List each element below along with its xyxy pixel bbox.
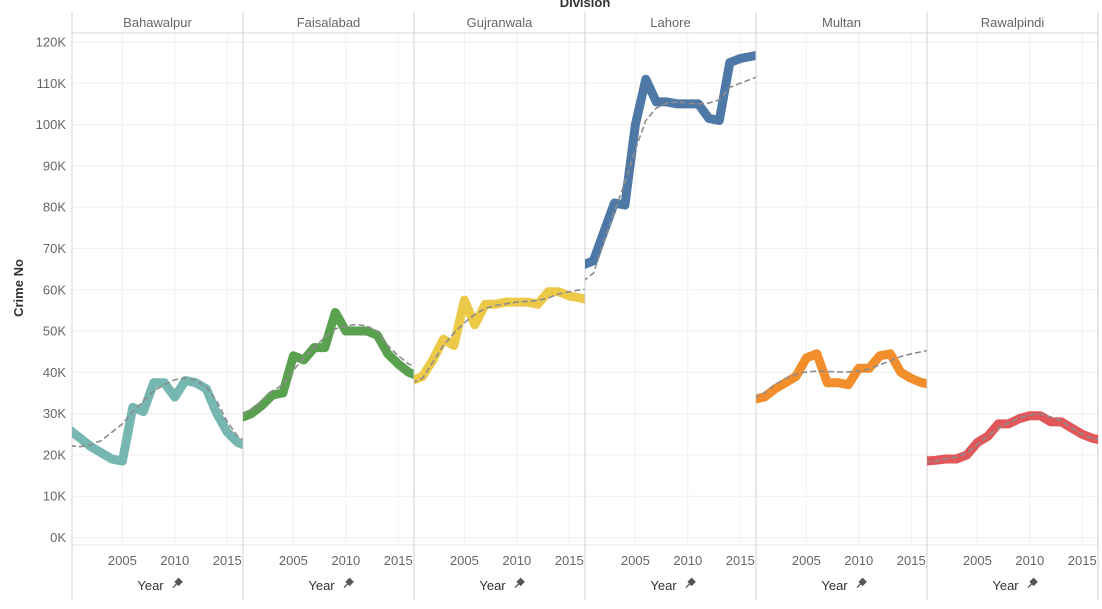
pin-needle [856,583,861,588]
y-tick-label: 80K [43,200,66,215]
series-line [72,376,243,466]
y-tick-label: 40K [43,365,66,380]
y-axis: 0K 10K 20K 30K 40K 50K 60K 70K 80K 90K 100K 110K 120… [36,35,67,546]
y-axis-title: Crime No [11,259,26,317]
x-tick-label: 2010 [673,553,702,568]
pane-faisalabad: 2005 2010 2015 Faisalabad Year [242,12,414,600]
pin-icon [343,577,354,588]
division-header: Division [559,0,611,10]
y-tick-label: 70K [43,241,66,256]
x-tick-label: 2005 [621,553,650,568]
x-tick-label: 2010 [844,553,873,568]
x-tick-label: 2015 [555,553,584,568]
pane-header-label: Lahore [650,15,690,30]
x-tick-label: 2015 [213,553,242,568]
pin-icon [685,577,696,588]
pin-icon [514,577,525,588]
pin-icon [1027,577,1038,588]
x-tick-label: 2005 [792,553,821,568]
x-tick-label: 2005 [450,553,479,568]
x-tick-label: 2015 [726,553,755,568]
pane-header-label: Multan [822,15,861,30]
x-tick-label: 2015 [897,553,926,568]
y-tick-label: 10K [43,489,66,504]
pin-needle [514,583,519,588]
pin-icon [172,577,183,588]
x-axis-title: Year [992,578,1019,593]
y-tick-label: 60K [43,282,66,297]
x-tick-label: 2015 [1068,553,1097,568]
trend-line [585,76,756,281]
x-axis-title: Year [821,578,848,593]
pane-lahore: 2005 2010 2015 Lahore Year [584,12,756,600]
pane-header-label: Faisalabad [297,15,361,30]
x-tick-label: 2005 [963,553,992,568]
y-tick-label: 120K [36,35,67,50]
pane-header-label: Bahawalpur [123,15,192,30]
pin-head [687,577,696,587]
series-line [243,308,414,422]
pin-head [516,577,525,587]
y-tick-label: 100K [36,117,67,132]
pane-header-label: Rawalpindi [981,15,1045,30]
series-line [927,411,1098,466]
y-tick-label: 90K [43,158,66,173]
y-tick-label: 110K [37,76,67,91]
y-tick-label: 20K [43,447,66,462]
x-tick-label: 2005 [279,553,308,568]
x-axis-title: Year [137,578,164,593]
x-tick-label: 2010 [502,553,531,568]
pin-needle [1027,583,1032,588]
trend-line [756,349,927,398]
trend-line [243,323,414,416]
series-line [756,349,927,404]
series-line [414,287,585,385]
y-tick-label: 30K [43,406,66,421]
pane-header-label: Gujranwala [467,15,534,30]
x-tick-label: 2010 [1015,553,1044,568]
pin-needle [343,583,348,588]
x-axis-title: Year [308,578,335,593]
y-tick-label: 0K [50,530,66,545]
pane-rawalpindi: 2005 2010 2015 Rawalpindi Year [926,12,1099,600]
x-axis-title: Year [479,578,506,593]
pin-needle [172,583,177,588]
pane-multan: 2005 2010 2015 Multan Year [755,12,927,600]
pin-needle [685,583,690,588]
y-tick-label: 50K [43,324,66,339]
trend-line [72,377,243,448]
x-tick-label: 2010 [160,553,189,568]
x-tick-label: 2005 [108,553,137,568]
x-tick-label: 2015 [384,553,413,568]
x-axis-title: Year [650,578,677,593]
trend-line [927,413,1098,463]
series-line [585,50,756,270]
pin-icon [856,577,867,588]
pane-gujranwala: 2005 2010 2015 Gujranwala Year [413,12,585,600]
pane-bahawalpur: 2005 2010 2015 Bahawalpur Year [71,12,243,600]
trend-line [414,288,585,383]
x-tick-label: 2010 [331,553,360,568]
